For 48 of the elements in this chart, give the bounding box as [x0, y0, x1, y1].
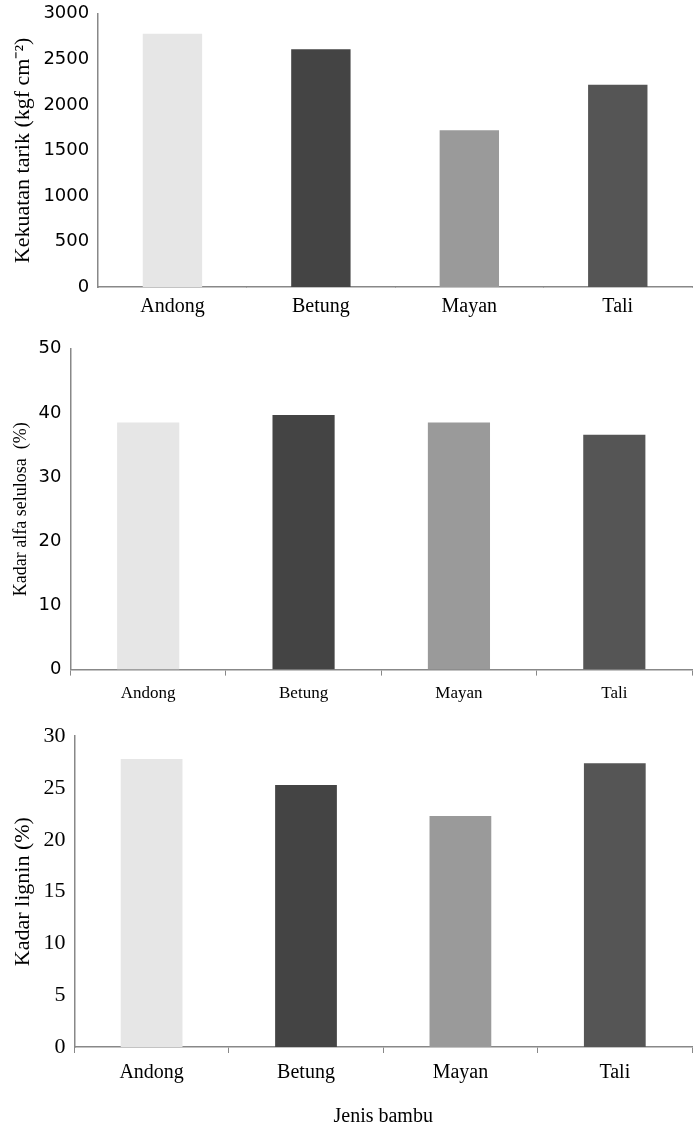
y-tick-label: 0: [50, 657, 62, 679]
y-tick-label: 10: [43, 929, 66, 955]
y-tick-label: 0: [77, 274, 90, 296]
y-axis-title: Kekuatan tarik (kgf cm⁻²): [8, 37, 34, 264]
bar: [583, 434, 646, 670]
x-axis-title: Jenis bambu: [333, 1104, 433, 1127]
y-tick-label: 500: [54, 229, 90, 251]
x-tick-label: Mayan: [435, 683, 484, 703]
bar: [427, 422, 491, 670]
x-tick-label: Tali: [602, 294, 634, 317]
y-tick-label: 10: [38, 593, 62, 615]
x-tick-label: Tali: [601, 683, 628, 703]
y-axis-title: Kadar alfa selulosa (%): [9, 422, 31, 597]
bar: [275, 784, 337, 1047]
x-tick-label: Andong: [119, 1060, 184, 1084]
y-tick-label: 20: [38, 528, 62, 550]
y-tick-label: 5: [54, 980, 66, 1006]
bar: [583, 763, 646, 1047]
bar: [439, 130, 500, 287]
x-tick-label: Tali: [599, 1060, 631, 1083]
bar: [117, 422, 180, 670]
x-tick-label: Betung: [279, 683, 329, 703]
y-tick-label: 30: [38, 464, 62, 486]
bar: [291, 49, 351, 287]
y-tick-label: 20: [43, 825, 66, 851]
y-tick-label: 3000: [43, 1, 90, 23]
y-tick-label: 15: [43, 877, 66, 903]
bar: [588, 84, 648, 287]
bar: [429, 815, 492, 1047]
y-tick-label: 40: [38, 400, 62, 422]
x-tick-label: Mayan: [432, 1060, 489, 1084]
y-tick-label: 1000: [43, 183, 90, 205]
y-tick-label: 2500: [43, 47, 90, 69]
x-tick-label: Mayan: [441, 294, 498, 318]
x-tick-label: Andong: [140, 294, 205, 318]
y-tick-label: 25: [43, 773, 66, 799]
x-tick-label: Betung: [277, 1060, 335, 1084]
bar: [120, 758, 183, 1047]
y-tick-label: 1500: [43, 138, 90, 160]
y-tick-label: 30: [43, 721, 66, 747]
x-tick-label: Andong: [120, 683, 177, 703]
y-axis-title: Kadar lignin (%): [8, 817, 34, 967]
bar: [142, 33, 203, 287]
y-tick-label: 2000: [43, 92, 90, 114]
x-tick-label: Betung: [291, 294, 350, 318]
y-tick-label: 0: [54, 1032, 66, 1058]
bar: [272, 414, 335, 670]
y-tick-label: 50: [38, 336, 62, 358]
